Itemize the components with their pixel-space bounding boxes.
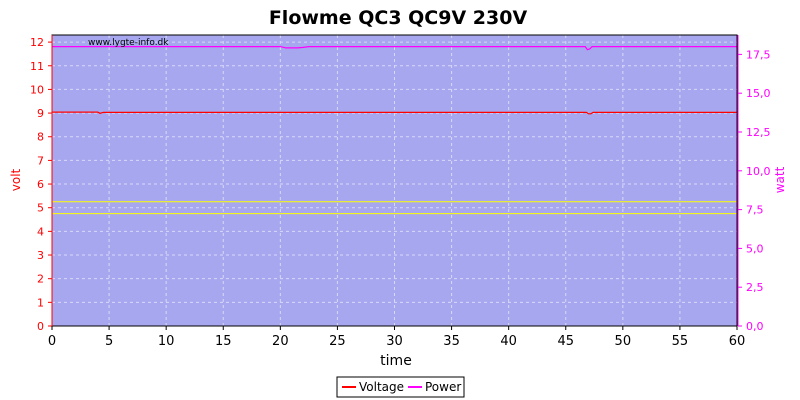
y-left-tick-label: 8 bbox=[37, 131, 44, 144]
y-left-tick-label: 9 bbox=[37, 107, 44, 120]
series-line-voltage bbox=[52, 111, 737, 115]
x-tick-label: 55 bbox=[672, 334, 689, 349]
y-left-tick-label: 1 bbox=[37, 296, 44, 309]
x-tick-label: 30 bbox=[386, 334, 403, 349]
y-axis-label-left: volt bbox=[9, 168, 23, 191]
y-left-tick-label: 10 bbox=[30, 83, 44, 96]
x-tick-label: 10 bbox=[158, 334, 175, 349]
x-tick-label: 15 bbox=[215, 334, 232, 349]
y-left-tick-label: 5 bbox=[37, 202, 44, 215]
y-right-tick-label: 0,0 bbox=[746, 320, 764, 333]
y-left-tick-label: 4 bbox=[37, 225, 44, 238]
legend-label-voltage: Voltage bbox=[359, 380, 404, 394]
x-tick-label: 5 bbox=[105, 334, 113, 349]
legend-box bbox=[336, 376, 465, 398]
grid-lines bbox=[52, 35, 737, 326]
y-left-tick-label: 3 bbox=[37, 249, 44, 262]
y-right-tick-label: 17,5 bbox=[746, 48, 771, 61]
reference-lines bbox=[52, 201, 737, 215]
x-tick-label: 60 bbox=[729, 334, 746, 349]
chart-title: Flowme QC3 QC9V 230V bbox=[269, 7, 528, 29]
y-right-tick-label: 2,5 bbox=[746, 281, 764, 294]
x-tick-label: 35 bbox=[443, 334, 460, 349]
y-left-tick-label: 2 bbox=[37, 273, 44, 286]
y-right-tick-label: 7,5 bbox=[746, 204, 764, 217]
legend: Voltage Power bbox=[336, 376, 465, 398]
y-right-tick-label: 15,0 bbox=[746, 87, 771, 100]
series-line-power bbox=[52, 45, 737, 51]
x-tick-label: 25 bbox=[329, 334, 346, 349]
y-right-tick-label: 5,0 bbox=[746, 242, 764, 255]
x-tick-label: 0 bbox=[48, 334, 56, 349]
y-right-tick-label: 10,0 bbox=[746, 165, 771, 178]
y-left-tick-label: 12 bbox=[30, 36, 44, 49]
x-tick-label: 50 bbox=[615, 334, 632, 349]
y-axis-label-right: watt bbox=[773, 166, 787, 193]
y-left-tick-label: 7 bbox=[37, 154, 44, 167]
y-left-tick-label: 0 bbox=[37, 320, 44, 333]
right-axis: 0,0 2,5 5,0 7,5 10,0 12,5 15,0 17,5 bbox=[737, 35, 771, 333]
x-tick-label: 40 bbox=[500, 334, 517, 349]
x-axis: 0 5 10 15 20 25 30 35 40 45 50 55 60 bbox=[48, 326, 745, 349]
y-left-tick-label: 6 bbox=[37, 178, 44, 191]
x-tick-label: 45 bbox=[557, 334, 574, 349]
y-right-tick-label: 12,5 bbox=[746, 126, 771, 139]
x-tick-label: 20 bbox=[272, 334, 289, 349]
legend-label-power: Power bbox=[425, 380, 461, 394]
y-left-tick-label: 11 bbox=[30, 60, 44, 73]
x-axis-label: time bbox=[380, 353, 412, 369]
watermark: www.lygte-info.dk bbox=[88, 38, 169, 48]
